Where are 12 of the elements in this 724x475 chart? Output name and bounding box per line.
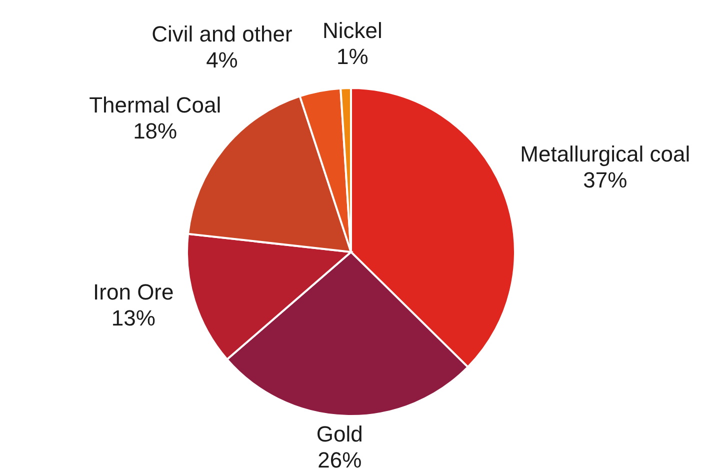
- slice-label: Iron Ore: [93, 280, 174, 305]
- slice-label: Thermal Coal: [89, 92, 222, 118]
- data-label: 13%: [111, 306, 156, 331]
- data-label: 37%: [583, 168, 628, 193]
- data-label: 1%: [336, 44, 368, 69]
- data-label: 18%: [133, 118, 178, 144]
- slice-label: Metallurgical coal: [520, 142, 690, 167]
- slice-label: Nickel: [322, 18, 382, 43]
- data-label: 4%: [206, 47, 238, 72]
- data-label: 26%: [318, 448, 362, 473]
- slice-label: Civil and other: [152, 21, 292, 46]
- slice-label: Gold: [316, 422, 363, 447]
